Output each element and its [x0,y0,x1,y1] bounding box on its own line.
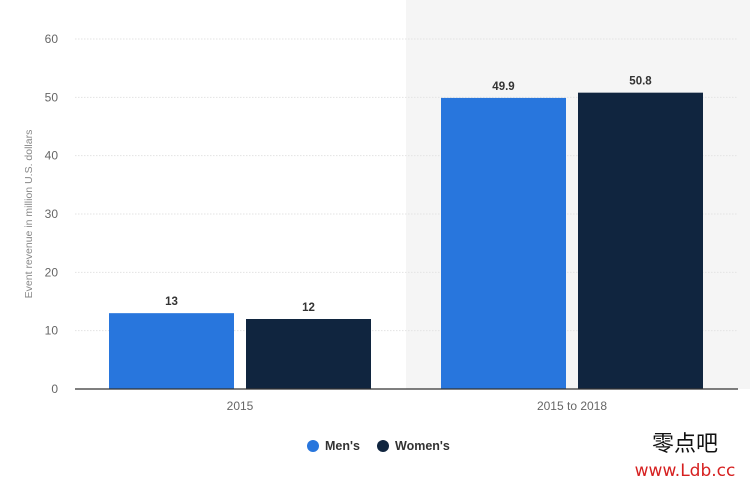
legend-marker [307,440,319,452]
y-tick-label: 40 [45,149,59,163]
legend-label: Men's [325,439,360,453]
y-tick-label: 60 [45,32,59,46]
data-label: 49.9 [492,81,514,93]
legend-label: Women's [395,439,450,453]
data-label: 12 [302,302,315,314]
data-label: 50.8 [629,76,652,88]
y-tick-label: 20 [45,265,59,279]
y-tick-label: 0 [51,382,58,396]
y-axis-title: Event revenue in million U.S. dollars [23,130,35,299]
y-tick-label: 30 [45,207,59,221]
y-tick-label: 10 [45,324,59,338]
bar-womens-0 [246,319,371,389]
watermark: 零点吧 www.Ldb.cc [635,432,736,481]
bar-mens-0 [109,313,234,389]
legend-marker [377,440,389,452]
data-labels: 13 12 49.9 50.8 [165,76,652,314]
x-tick-label: 2015 to 2018 [537,399,607,413]
watermark-chinese-text: 零点吧 [652,432,718,457]
y-axis-ticks: 0 10 20 30 40 50 60 [45,32,59,396]
bar-mens-1 [441,97,566,390]
bar-womens-1 [578,92,703,390]
watermark-url-text: www.Ldb.cc [635,461,736,481]
bars [109,92,703,390]
y-tick-label: 50 [45,90,59,104]
data-label: 13 [165,296,178,308]
x-axis-ticks: 2015 2015 to 2018 [227,399,608,413]
legend: Men's Women's [307,439,450,453]
x-tick-label: 2015 [227,399,254,413]
